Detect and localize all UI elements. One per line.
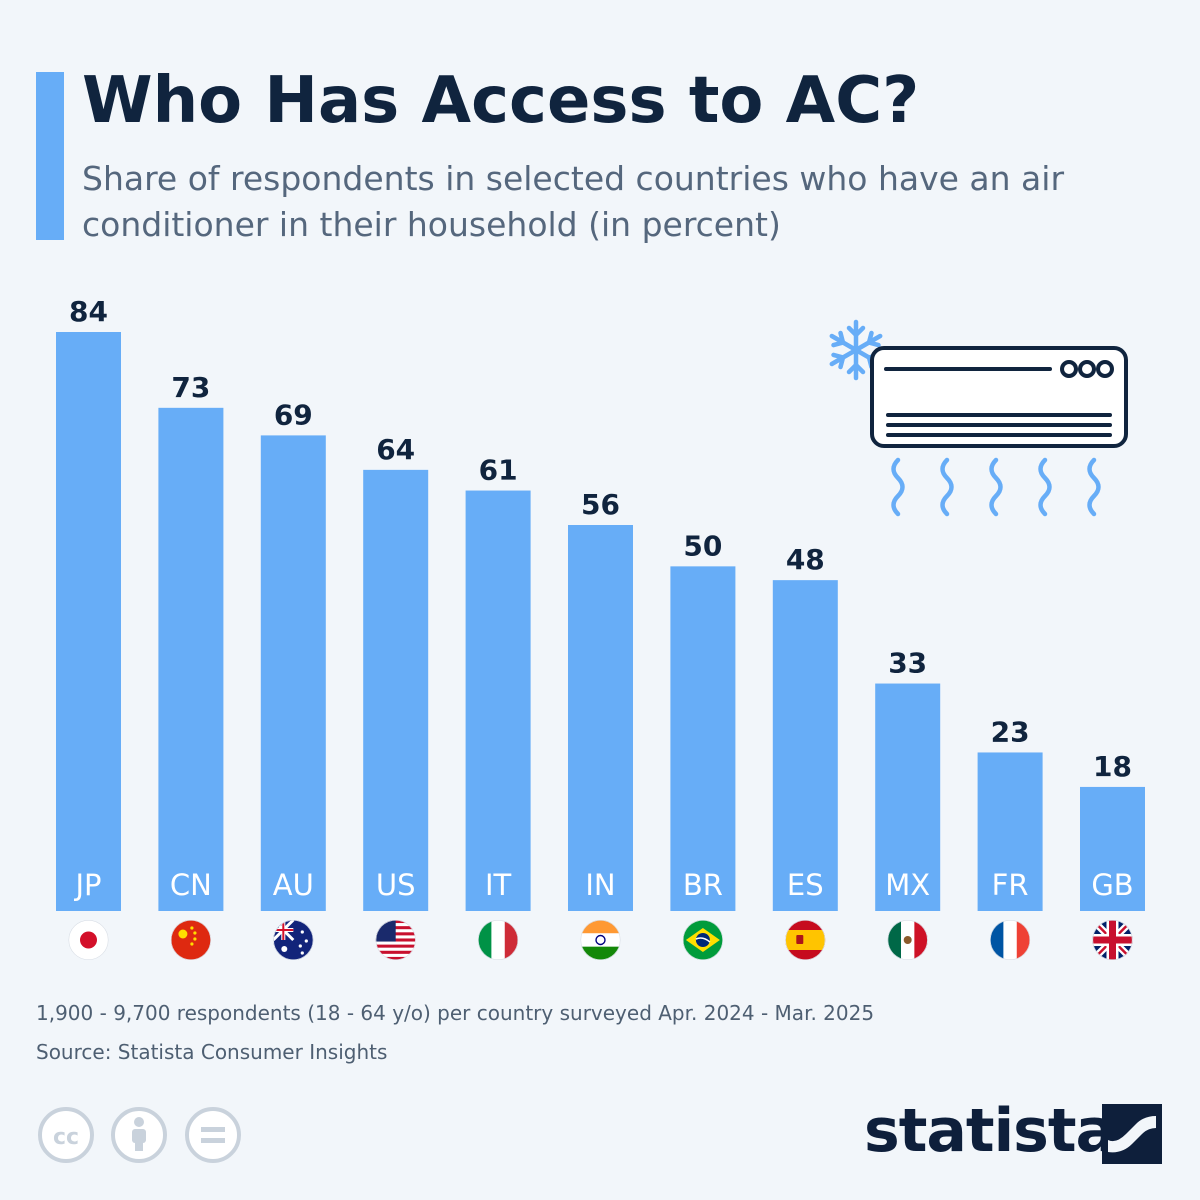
category-label-in: IN [585,868,615,902]
category-label-fr: FR [992,868,1029,902]
title-accent-bar [36,72,64,240]
cc-icon: cc [38,1107,94,1163]
bar-mx [875,683,941,911]
category-label-mx: MX [885,868,930,902]
flag-uk-icon [1092,919,1133,960]
flag-india-icon [580,919,621,960]
value-label-br: 50 [683,529,722,562]
airflow-icon [891,457,1101,517]
category-label-gb: GB [1091,868,1133,902]
bar-gb [1080,786,1145,911]
bar-jp [56,332,121,911]
attribution-icon [111,1107,167,1163]
flag-australia-icon [273,919,314,960]
value-label-mx: 33 [888,647,927,680]
category-label-jp: JP [73,868,101,902]
chart-title: Who Has Access to AC? [82,64,920,138]
flag-mexico-icon [887,919,928,960]
value-label-gb: 18 [1093,750,1132,783]
survey-note: 1,900 - 9,700 respondents (18 - 64 y/o) … [36,1001,875,1025]
flag-china-icon [170,919,211,960]
bar-au [260,435,326,911]
category-label-es: ES [787,868,824,902]
no-derivatives-icon [185,1107,241,1163]
bar-fr [977,752,1043,911]
air-conditioner-icon [870,346,1128,448]
value-label-it: 61 [479,454,518,487]
flag-usa-icon [375,919,416,960]
category-label-br: BR [683,868,723,902]
bar-cn [158,407,224,911]
value-label-in: 56 [581,488,620,521]
value-label-jp: 84 [69,295,108,328]
category-label-au: AU [273,868,314,902]
statista-brand: statista [864,1094,1174,1174]
flag-france-icon [990,919,1031,960]
value-label-cn: 73 [171,371,210,404]
bar-us [363,469,429,911]
brand-wordmark: statista [864,1096,1116,1166]
flag-japan-icon [68,919,109,960]
value-label-es: 48 [786,543,825,576]
bar-chart: 84 JP 73 CN 69 AU 64 US 61 IT 56 IN 50 BR 48 ES 33 MX 23 FR… [56,295,1145,960]
category-label-cn: CN [170,868,212,902]
value-label-fr: 23 [991,715,1030,748]
license-icons: cc [38,1107,241,1163]
value-label-au: 69 [274,398,313,431]
statista-logo-icon [1102,1104,1162,1164]
air-conditioner-illustration [829,319,1128,517]
flag-italy-icon [478,919,519,960]
flag-brazil-icon [682,919,723,960]
source-note: Source: Statista Consumer Insights [36,1040,388,1064]
bar-br [670,566,736,911]
svg-text:cc: cc [53,1125,79,1150]
category-label-it: IT [485,868,512,902]
bar-it [465,490,531,911]
value-label-us: 64 [376,433,415,466]
flag-spain-icon [785,919,826,960]
category-label-us: US [376,868,416,902]
bar-in [568,525,633,911]
chart-subtitle: Share of respondents in selected countri… [82,159,1065,244]
bar-es [772,580,838,911]
